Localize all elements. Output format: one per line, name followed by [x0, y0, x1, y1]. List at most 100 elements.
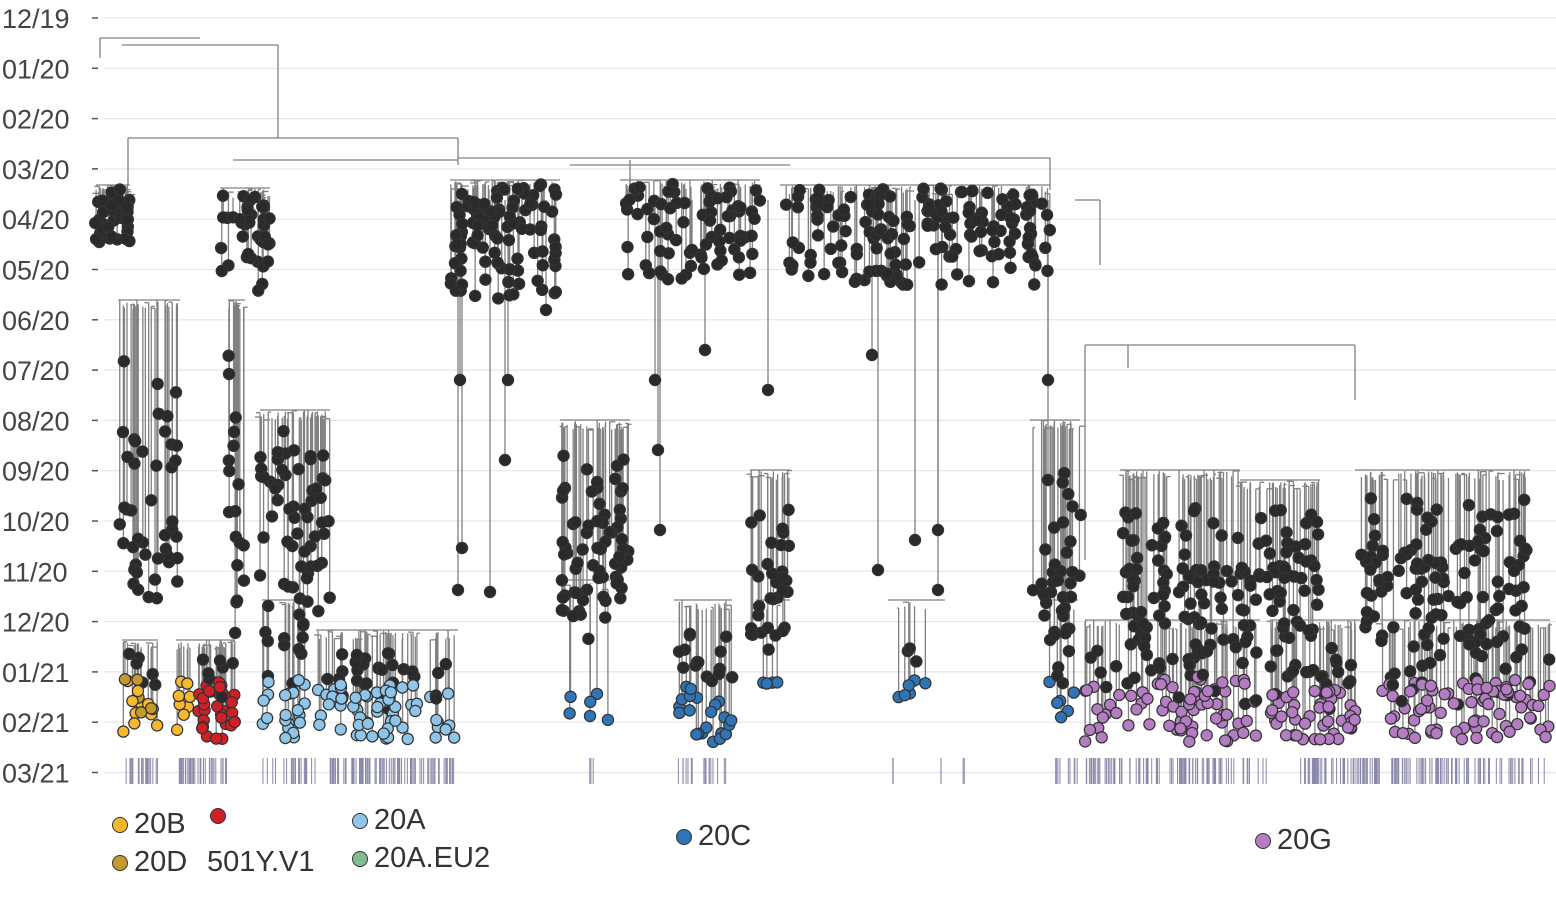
tip-node [1329, 653, 1343, 666]
tip-node [1128, 671, 1141, 685]
tip-node [1064, 577, 1077, 590]
tip-node [1266, 688, 1279, 702]
tip-node [1172, 691, 1186, 704]
tip-node [1160, 567, 1173, 581]
tip-node [1124, 689, 1138, 702]
tip-node [1004, 212, 1018, 225]
y-tick-label: 12/19 [2, 4, 70, 34]
tip-node [1029, 259, 1042, 272]
tip-node [1250, 646, 1263, 659]
tip-node [450, 238, 464, 251]
tip-node [883, 190, 897, 203]
tip-node [150, 719, 164, 732]
tip-node [732, 251, 746, 264]
tip-node [677, 661, 690, 674]
tip-node [498, 453, 512, 467]
tip-node [389, 714, 402, 727]
tip-node [511, 182, 525, 195]
tip-node [613, 503, 626, 517]
tip-node [684, 259, 698, 273]
tip-node [237, 574, 251, 587]
tip-node [1300, 517, 1313, 530]
tip-node [1395, 694, 1408, 708]
tip-node [507, 288, 520, 301]
tip-node [1048, 558, 1062, 571]
tip-node [1131, 551, 1144, 565]
tip-node [223, 464, 236, 478]
tip-node [1218, 734, 1232, 747]
tip-node [257, 531, 270, 544]
tip-node [349, 691, 362, 704]
tip-node [1216, 676, 1229, 689]
tip-node [319, 474, 332, 487]
tip-node [743, 266, 757, 280]
tip-node [479, 273, 492, 286]
tip-node [714, 223, 727, 237]
tip-node [558, 548, 571, 561]
tip-node [228, 626, 242, 640]
tip-node [222, 349, 235, 362]
tip-node [301, 595, 314, 608]
tip-node [1542, 653, 1556, 666]
tip-node [1183, 735, 1196, 748]
tip-node [1458, 566, 1471, 580]
tip-node [1040, 208, 1054, 222]
tip-node [817, 267, 831, 281]
tip-node [300, 572, 314, 585]
tip-node [1513, 620, 1526, 633]
tip-node [386, 658, 399, 672]
tip-node [146, 667, 159, 681]
tip-node [216, 189, 230, 202]
tip-node [899, 258, 912, 271]
tip-node [641, 230, 654, 244]
tip-node [713, 235, 726, 248]
tip-node [1470, 731, 1483, 745]
tip-node [1236, 656, 1249, 670]
tip-node [922, 200, 936, 213]
tip-node [880, 267, 894, 280]
tip-node [947, 211, 960, 224]
tip-node [439, 657, 453, 671]
tip-node [1041, 473, 1055, 487]
tip-node [675, 272, 688, 285]
tip-node [1360, 605, 1374, 619]
tip-node [1430, 503, 1443, 516]
tip-node [1191, 575, 1205, 589]
tip-node [1400, 492, 1413, 506]
tip-node [1200, 729, 1213, 742]
tip-node [761, 621, 774, 634]
tip-node [454, 264, 467, 277]
tip-node [1229, 641, 1243, 654]
tip-node [556, 535, 569, 549]
tip-node [811, 213, 824, 226]
tip-node [222, 367, 236, 381]
tip-node [158, 425, 172, 438]
tip-node [131, 684, 145, 698]
tip-node [455, 541, 469, 555]
tip-node [261, 238, 275, 251]
tip-node [1287, 603, 1300, 617]
tip-node [501, 373, 515, 387]
tip-node [555, 574, 569, 587]
tip-node [1539, 730, 1552, 744]
tip-node [1502, 582, 1516, 596]
tip-node [782, 503, 795, 517]
tip-node [1388, 667, 1401, 680]
tip-node [936, 240, 949, 254]
tip-node [1310, 515, 1324, 529]
tip-node [502, 275, 515, 289]
tip-node [1396, 726, 1410, 740]
tip-node [903, 642, 917, 655]
tip-node [1143, 718, 1156, 731]
tip-node [515, 222, 529, 235]
tip-node [1502, 508, 1516, 521]
tip-node [549, 240, 562, 254]
tip-node [1320, 686, 1333, 699]
tip-node [965, 230, 978, 243]
tip-node [1522, 677, 1535, 691]
tip-node [1039, 241, 1052, 255]
tip-node [1274, 586, 1287, 600]
tip-node [673, 706, 686, 720]
tip-node [1201, 684, 1215, 698]
tip-node [119, 232, 132, 245]
